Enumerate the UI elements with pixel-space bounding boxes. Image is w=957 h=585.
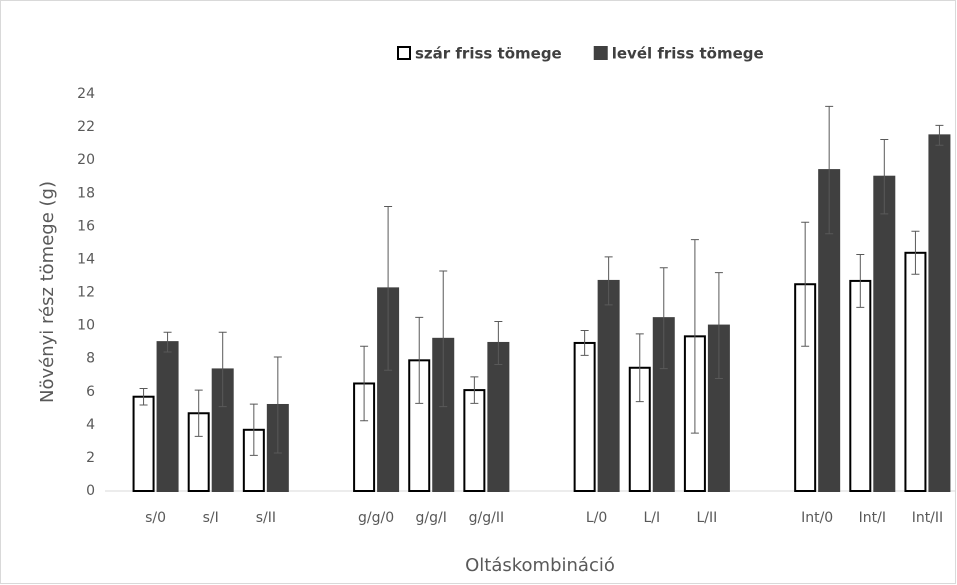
error-bar (360, 345, 369, 422)
y-tick-label: 6 (86, 384, 95, 400)
error-bar (249, 403, 258, 456)
x-tick-label: Int/0 (801, 510, 833, 526)
legend-swatch (397, 46, 411, 60)
legend-swatch (593, 46, 608, 60)
bar (573, 341, 596, 492)
error-bar (194, 389, 203, 437)
x-tick-label: s/0 (145, 510, 166, 526)
error-bar (856, 253, 865, 308)
bar (463, 389, 486, 492)
error-bar (801, 221, 810, 347)
legend-label: levél friss tömege (612, 45, 764, 63)
y-tick-label: 16 (77, 218, 95, 234)
bar (487, 341, 510, 492)
error-bar (273, 356, 282, 454)
error-bar (163, 331, 172, 353)
error-bar (659, 267, 668, 370)
error-bar (580, 330, 589, 356)
y-axis-title: Növényi rész tömege (g) (37, 181, 58, 403)
y-tick-label: 8 (86, 351, 95, 367)
error-bar (690, 239, 699, 434)
bar (597, 279, 620, 492)
x-tick-label: Int/II (912, 510, 943, 526)
y-tick-label: 24 (77, 86, 95, 102)
error-bar (635, 333, 644, 403)
y-tick-label: 14 (77, 251, 95, 267)
error-bar (880, 138, 889, 215)
error-bar (218, 331, 227, 408)
y-tick-label: 18 (77, 185, 95, 201)
y-tick-label: 20 (77, 152, 95, 168)
error-bar (494, 320, 503, 365)
y-tick-label: 2 (86, 450, 95, 466)
y-tick-label: 10 (77, 318, 95, 334)
bar (904, 251, 927, 492)
bar (156, 341, 179, 492)
bar (132, 395, 155, 492)
x-tick-label: Int/I (859, 510, 886, 526)
x-tick-label: g/g/0 (358, 510, 394, 526)
error-bar (935, 124, 944, 146)
error-bar (439, 270, 448, 408)
error-bar (470, 376, 479, 404)
bar (849, 279, 872, 492)
x-tick-label: s/II (256, 510, 276, 526)
x-tick-label: L/0 (586, 510, 607, 526)
error-bar (911, 230, 920, 275)
x-tick-label: g/g/II (469, 510, 504, 526)
bar (873, 175, 896, 492)
x-axis-title: Oltáskombináció (465, 555, 615, 576)
y-tick-label: 4 (86, 417, 95, 433)
y-tick-label: 22 (77, 119, 95, 135)
y-tick-label: 0 (86, 483, 95, 499)
x-tick-label: s/I (203, 510, 219, 526)
error-bar (384, 205, 393, 371)
x-tick-label: L/I (643, 510, 660, 526)
x-tick-label: L/II (697, 510, 718, 526)
error-bar (139, 387, 148, 406)
error-bar (714, 272, 723, 380)
x-tick-label: g/g/I (416, 510, 447, 526)
legend-label: szár friss tömege (415, 45, 562, 63)
error-bar (604, 256, 613, 306)
error-bar (415, 316, 424, 404)
y-tick-label: 12 (77, 285, 95, 301)
bar (928, 134, 951, 493)
error-bar (825, 105, 834, 235)
